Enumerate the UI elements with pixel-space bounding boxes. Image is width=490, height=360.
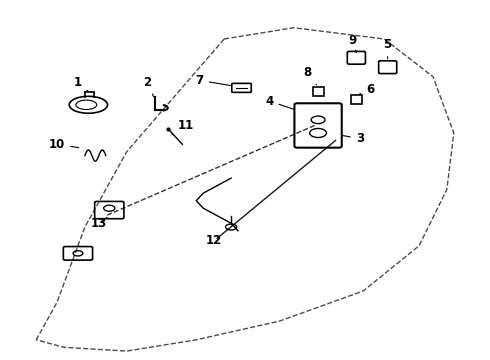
Text: 5: 5 — [384, 38, 392, 59]
Text: 3: 3 — [342, 132, 364, 145]
Text: 1: 1 — [74, 76, 88, 92]
Text: 10: 10 — [49, 138, 79, 151]
Text: 4: 4 — [265, 95, 294, 109]
Bar — [313, 87, 324, 96]
Text: 7: 7 — [196, 74, 230, 87]
Text: 9: 9 — [349, 34, 357, 53]
Text: 8: 8 — [303, 66, 317, 85]
Bar — [351, 95, 362, 104]
Text: 12: 12 — [205, 229, 227, 247]
Text: 6: 6 — [359, 83, 374, 96]
Text: 2: 2 — [144, 76, 153, 96]
Text: 11: 11 — [172, 119, 194, 135]
Text: 13: 13 — [91, 217, 107, 230]
